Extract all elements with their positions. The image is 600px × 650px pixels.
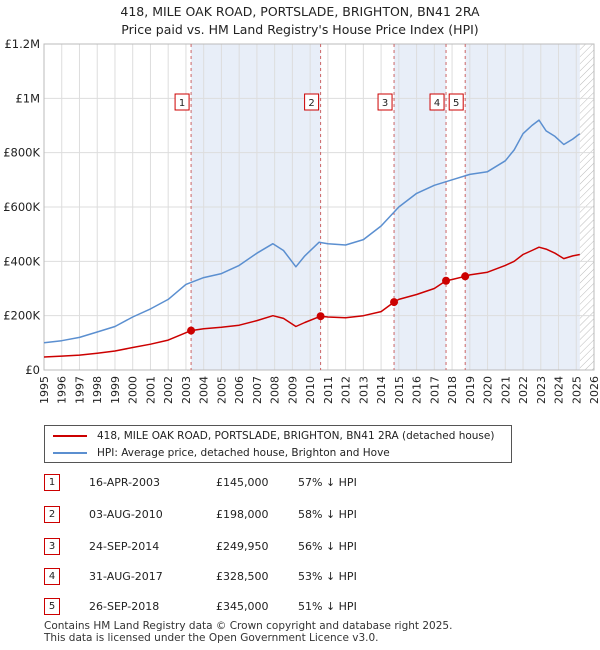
x-tick-label: 2010	[304, 376, 317, 404]
y-tick-label: £200K	[3, 309, 40, 323]
hpi-line	[43, 119, 581, 344]
x-tick-label: 2008	[269, 376, 282, 404]
chart-subtitle: Price paid vs. HM Land Registry's House …	[121, 22, 479, 37]
x-tick-label: 1999	[109, 376, 122, 404]
x-tick-label: 1998	[91, 376, 104, 404]
row-hpi-diff: 53% ↓ HPI	[298, 570, 357, 583]
sale-marker-label: 2	[308, 98, 314, 109]
x-tick-label: 2009	[286, 376, 299, 404]
x-tick-label: 2002	[162, 376, 175, 404]
x-tick-label: 2022	[517, 376, 530, 404]
row-number-badge: 3	[44, 538, 60, 555]
y-tick-label: £1M	[15, 91, 40, 105]
x-tick-label: 2013	[357, 376, 370, 404]
x-tick-label: 2016	[411, 376, 424, 404]
y-tick-label: £600K	[3, 200, 40, 214]
x-tick-label: 2024	[553, 376, 566, 404]
row-hpi-diff: 58% ↓ HPI	[298, 508, 357, 521]
sale-marker-box	[377, 93, 393, 111]
x-tick-label: 2023	[535, 376, 548, 404]
x-tick-label: 2003	[180, 376, 193, 404]
sale-point	[187, 326, 196, 335]
legend-swatch-hpi	[53, 452, 87, 454]
sale-point	[316, 312, 325, 321]
footer-line: This data is licensed under the Open Gov…	[44, 632, 379, 644]
sale-marker-box	[448, 93, 464, 111]
x-tick-label: 2005	[215, 376, 228, 404]
legend-item-property: 418, MILE OAK ROAD, PORTSLADE, BRIGHTON,…	[53, 428, 494, 444]
x-tick-label: 2018	[446, 376, 459, 404]
sale-point	[442, 276, 451, 285]
y-tick-label: £800K	[3, 146, 40, 160]
row-price: £345,000	[216, 600, 269, 613]
footer-line: Contains HM Land Registry data © Crown c…	[44, 620, 453, 632]
row-number-badge: 5	[44, 598, 60, 615]
sale-marker-label: 3	[382, 98, 388, 109]
x-tick-label: 2014	[375, 376, 388, 404]
x-tick-label: 2012	[340, 376, 353, 404]
sale-marker-label: 1	[179, 98, 185, 109]
row-number-badge: 2	[44, 506, 60, 523]
x-tick-label: 1997	[73, 376, 86, 404]
legend-item-hpi: HPI: Average price, detached house, Brig…	[53, 445, 390, 461]
row-price: £198,000	[216, 508, 269, 521]
footer-attribution: Contains HM Land Registry data © Crown c…	[44, 620, 452, 644]
row-hpi-diff: 57% ↓ HPI	[298, 476, 357, 489]
x-tick-label: 2025	[570, 376, 583, 404]
x-tick-label: 2004	[198, 376, 211, 404]
row-date: 03-AUG-2010	[89, 508, 163, 521]
property-price-line	[43, 246, 580, 358]
row-date: 16-APR-2003	[89, 476, 161, 489]
legend-label-hpi: HPI: Average price, detached house, Brig…	[97, 447, 390, 459]
x-tick-label: 2000	[127, 376, 140, 404]
x-tick-label: 2015	[393, 376, 406, 404]
y-tick-label: £1.2M	[4, 37, 40, 51]
sale-point	[390, 298, 399, 307]
x-tick-label: 1995	[38, 376, 51, 404]
table-row: 3 24-SEP-2014 £249,950 56% ↓ HPI	[0, 537, 600, 557]
row-number-badge: 1	[44, 474, 60, 491]
table-row: 4 31-AUG-2017 £328,500 53% ↓ HPI	[0, 567, 600, 587]
table-row: 1 16-APR-2003 £145,000 57% ↓ HPI	[0, 473, 600, 493]
x-tick-label: 1996	[56, 376, 69, 404]
price-chart: 1 2 3 4 5 £0 £200K £400K £600K £800K £1M £1.2M 1995 1…	[3, 37, 600, 404]
x-tick-label: 2019	[464, 376, 477, 404]
row-hpi-diff: 51% ↓ HPI	[298, 600, 357, 613]
x-tick-label: 2006	[233, 376, 246, 404]
row-hpi-diff: 56% ↓ HPI	[298, 540, 357, 553]
sale-marker-label: 4	[434, 98, 440, 109]
row-price: £145,000	[216, 476, 269, 489]
x-tick-label: 2007	[251, 376, 264, 404]
sale-marker-box	[429, 93, 445, 111]
legend-swatch-property	[53, 435, 87, 437]
x-tick-label: 2021	[499, 376, 512, 404]
x-tick-label: 2017	[428, 376, 441, 404]
row-date: 26-SEP-2018	[89, 600, 160, 613]
table-row: 5 26-SEP-2018 £345,000 51% ↓ HPI	[0, 597, 600, 617]
row-date: 24-SEP-2014	[89, 540, 160, 553]
row-number-badge: 4	[44, 568, 60, 585]
y-tick-label: £400K	[3, 254, 40, 268]
chart-legend: 418, MILE OAK ROAD, PORTSLADE, BRIGHTON,…	[44, 425, 512, 463]
row-date: 31-AUG-2017	[89, 570, 163, 583]
x-tick-label: 2011	[322, 376, 335, 404]
x-tick-label: 2026	[588, 376, 600, 404]
sale-marker-box	[174, 93, 190, 111]
x-tick-label: 2001	[144, 376, 157, 404]
plot-border	[43, 43, 595, 371]
row-price: £328,500	[216, 570, 269, 583]
row-price: £249,950	[216, 540, 269, 553]
chart-title: 418, MILE OAK ROAD, PORTSLADE, BRIGHTON,…	[120, 4, 480, 19]
y-tick-label: £0	[25, 363, 40, 377]
sale-marker-box	[304, 93, 320, 111]
x-tick-label: 2020	[482, 376, 495, 404]
legend-label-property: 418, MILE OAK ROAD, PORTSLADE, BRIGHTON,…	[97, 430, 495, 442]
sale-point	[461, 272, 470, 281]
table-row: 2 03-AUG-2010 £198,000 58% ↓ HPI	[0, 505, 600, 525]
sale-marker-label: 5	[453, 98, 459, 109]
